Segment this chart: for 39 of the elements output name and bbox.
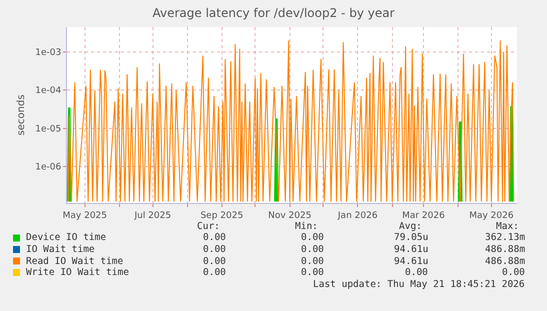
y-tick-label: 1e-03 [35,48,62,58]
x-tick-label: Jul 2025 [133,210,172,221]
text: 486.88m [485,244,526,255]
text: Max: [496,221,519,232]
text: 0.00 [502,267,526,278]
text: 0.00 [203,256,226,267]
text: 362.13m [485,232,526,243]
text: 94.61u [394,256,428,267]
x-tick-label: Jan 2026 [336,210,378,221]
text: 94.61u [394,244,428,255]
legend-label: IO Wait time [26,244,95,255]
text: 0.00 [203,267,226,278]
y-tick-label: 1e-06 [35,162,62,173]
line-series [68,40,514,202]
text: 0.00 [405,267,428,278]
legend-label: Read IO Wait time [26,256,124,267]
y-tick-label: 1e-04 [35,86,62,96]
y-axis-title: seconds [16,94,28,136]
y-tick-label: 1e-05 [35,124,62,134]
text: 0.00 [301,232,324,243]
text: Last update: Thu May 21 18:45:21 2026 [313,279,525,290]
text: 0.00 [301,256,324,267]
text: 0.00 [301,267,324,278]
legend-label: Device IO time [26,232,106,243]
x-tick-label: Sep 2025 [200,210,244,221]
x-tick-label: May 2026 [469,210,514,221]
x-tick-label: May 2025 [62,210,108,221]
x-tick-label: Nov 2025 [268,210,312,221]
legend-label: Write IO Wait time [26,267,130,278]
text: 79.05u [394,232,428,243]
text: Min: [295,221,318,232]
chart-title: Average latency for /dev/loop2 - by year [152,6,395,20]
x-tick-label: Mar 2026 [402,210,446,221]
text: Cur: [197,221,220,232]
text: 0.00 [203,244,226,255]
text: 0.00 [301,244,324,255]
text: Avg: [399,221,422,232]
text: 0.00 [203,232,226,243]
text: 486.88m [485,256,526,267]
